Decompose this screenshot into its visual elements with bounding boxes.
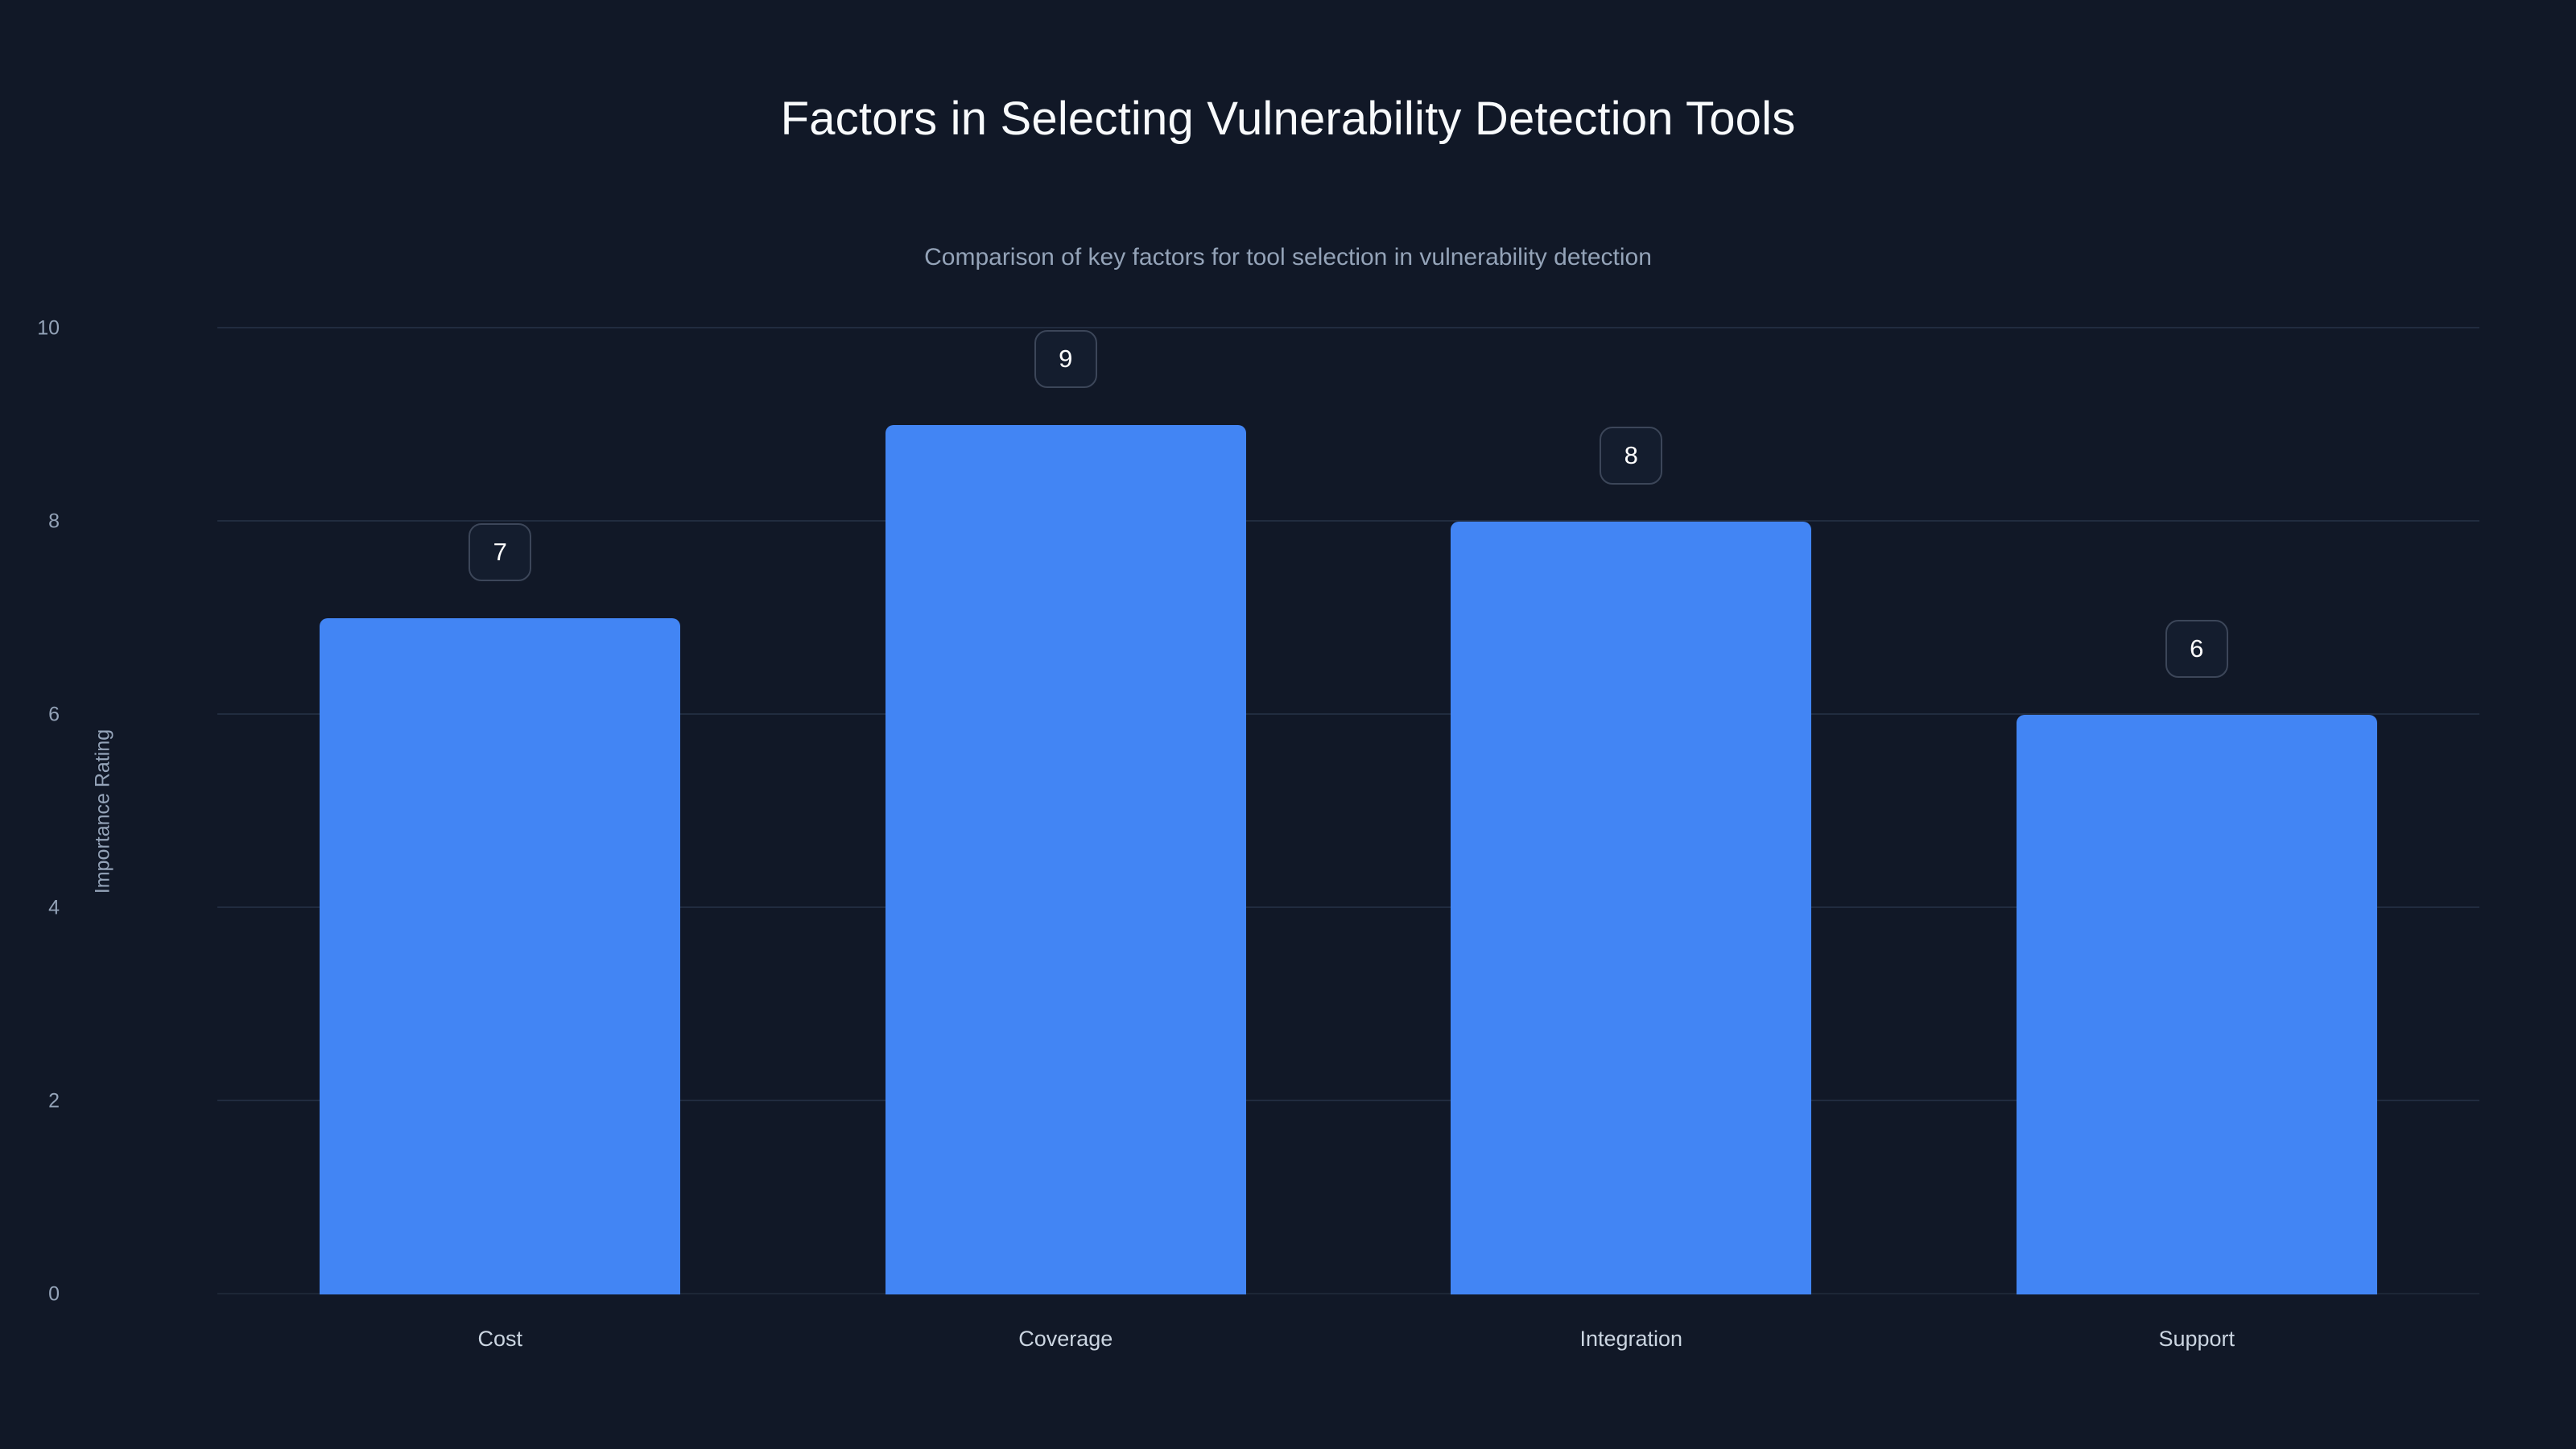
value-badge-coverage: 9 [1034, 330, 1097, 388]
bar-cost[interactable] [320, 618, 681, 1294]
plot-area [217, 327, 2479, 1294]
bar-integration[interactable] [1451, 522, 1812, 1294]
y-axis-title: Importance Rating [91, 729, 114, 894]
gridline-0 [217, 1293, 2479, 1294]
y-tick-label-8: 8 [48, 510, 60, 533]
chart-title: Factors in Selecting Vulnerability Detec… [780, 93, 1796, 145]
y-tick-label-6: 6 [48, 703, 60, 726]
x-axis-label-integration: Integration [1579, 1327, 1683, 1351]
gridline-8 [217, 520, 2479, 522]
gridline-10 [217, 327, 2479, 328]
gridline-4 [217, 906, 2479, 908]
gridline-2 [217, 1100, 2479, 1101]
x-axis-label-support: Support [2158, 1327, 2235, 1351]
x-axis-label-cost: Cost [477, 1327, 523, 1351]
value-badge-cost: 7 [469, 523, 532, 581]
gridline-6 [217, 713, 2479, 715]
chart-subtitle: Comparison of key factors for tool selec… [924, 244, 1652, 270]
bar-support[interactable] [2016, 715, 2377, 1294]
y-tick-label-0: 0 [48, 1282, 60, 1306]
x-axis-label-coverage: Coverage [1018, 1327, 1113, 1351]
y-tick-label-2: 2 [48, 1089, 60, 1113]
value-badge-support: 6 [2165, 620, 2228, 678]
value-badge-integration: 8 [1600, 427, 1663, 485]
y-tick-label-4: 4 [48, 896, 60, 919]
bar-coverage[interactable] [885, 425, 1246, 1294]
y-tick-label-10: 10 [37, 316, 60, 340]
